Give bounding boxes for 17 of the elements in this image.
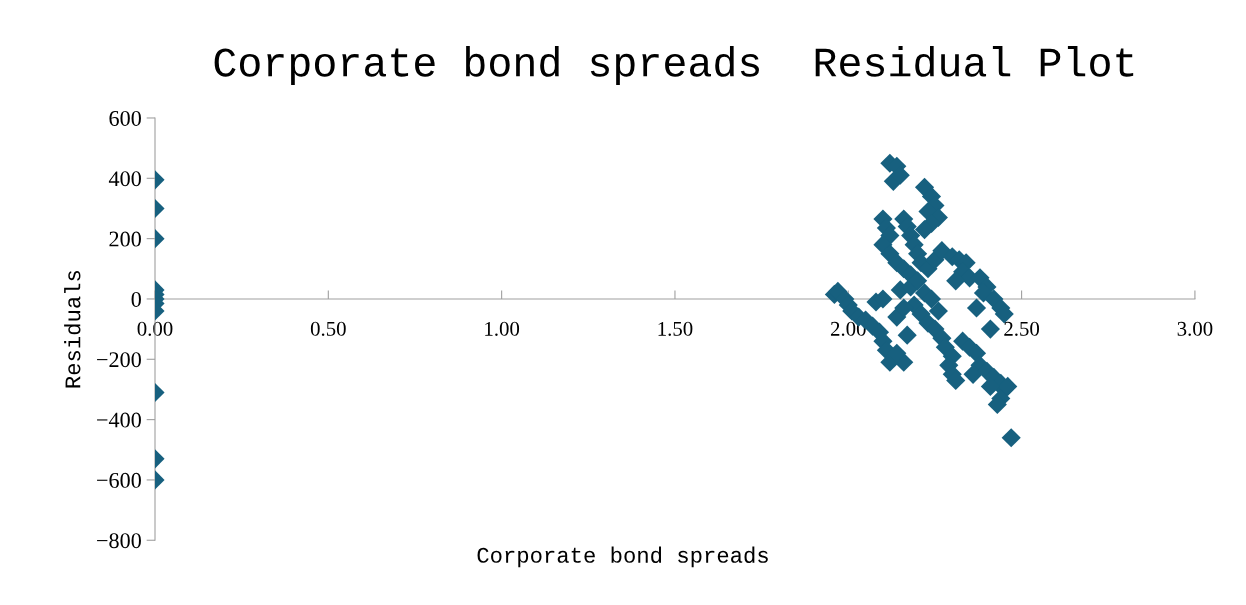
x-tick-label: 3.00 <box>1177 321 1213 336</box>
y-tick-label: 400 <box>108 171 141 187</box>
chart-title: Corporate bond spreads Residual Plot <box>214 46 1134 85</box>
y-tick-label: −600 <box>97 472 141 488</box>
y-tick-label: −400 <box>97 412 141 428</box>
x-tick-label: 1.00 <box>485 321 520 336</box>
x-axis-title: Corporate bond spreads <box>477 546 768 568</box>
x-tick-label: 1.50 <box>658 321 693 336</box>
x-tick-label: 2.50 <box>1004 321 1040 336</box>
y-axis-title: Residuals <box>64 270 81 388</box>
y-tick-label: 200 <box>109 231 141 247</box>
y-tick-label: 0 <box>131 291 141 307</box>
y-tick-label: −200 <box>97 352 141 368</box>
x-tick-label: 0.00 <box>137 321 173 336</box>
y-tick-label: 600 <box>109 110 141 126</box>
y-tick-label: −800 <box>97 533 141 549</box>
x-tick-label: 0.50 <box>310 321 346 336</box>
